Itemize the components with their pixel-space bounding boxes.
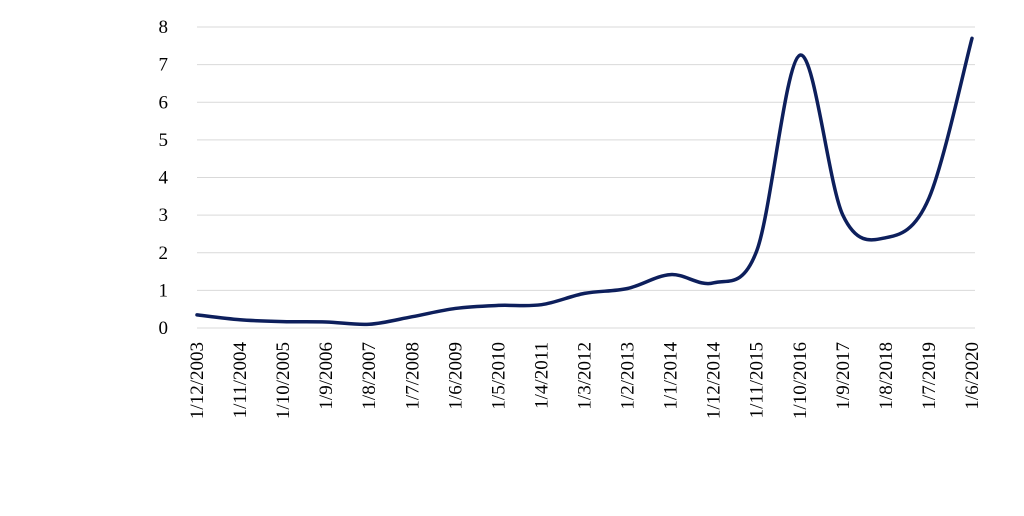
x-tick-label: 1/7/2008	[402, 342, 423, 410]
x-tick-label: 1/10/2016	[790, 342, 811, 419]
x-tick-label: 1/6/2020	[962, 342, 983, 410]
x-tick-label: 1/1/2014	[661, 342, 682, 410]
y-tick-label: 8	[159, 17, 169, 38]
x-tick-label: 1/11/2004	[230, 342, 251, 419]
y-tick-label: 3	[159, 205, 169, 226]
x-tick-label: 1/7/2019	[919, 342, 940, 410]
x-tick-label: 1/2/2013	[618, 342, 639, 410]
x-tick-label: 1/10/2005	[273, 342, 294, 419]
y-tick-label: 2	[159, 243, 169, 264]
x-tick-label: 1/3/2012	[575, 342, 596, 410]
x-tick-label: 1/12/2014	[704, 342, 725, 420]
x-tick-label: 1/11/2015	[747, 342, 768, 418]
x-tick-label: 1/9/2006	[316, 342, 337, 410]
x-tick-label: 1/8/2007	[359, 342, 380, 410]
x-tick-label: 1/4/2011	[531, 342, 552, 409]
y-tick-label: 6	[159, 92, 169, 113]
y-tick-label: 7	[159, 55, 169, 76]
y-tick-label: 5	[159, 130, 169, 151]
x-tick-label: 1/6/2009	[445, 342, 466, 410]
y-tick-label: 0	[159, 318, 169, 339]
x-tick-label: 1/9/2017	[833, 342, 854, 410]
x-tick-label: 1/12/2003	[187, 342, 208, 419]
y-tick-label: 4	[159, 168, 169, 189]
x-tick-label: 1/5/2010	[488, 342, 509, 410]
y-tick-label: 1	[159, 280, 169, 301]
data-line	[195, 36, 974, 327]
x-tick-label: 1/8/2018	[876, 342, 897, 410]
